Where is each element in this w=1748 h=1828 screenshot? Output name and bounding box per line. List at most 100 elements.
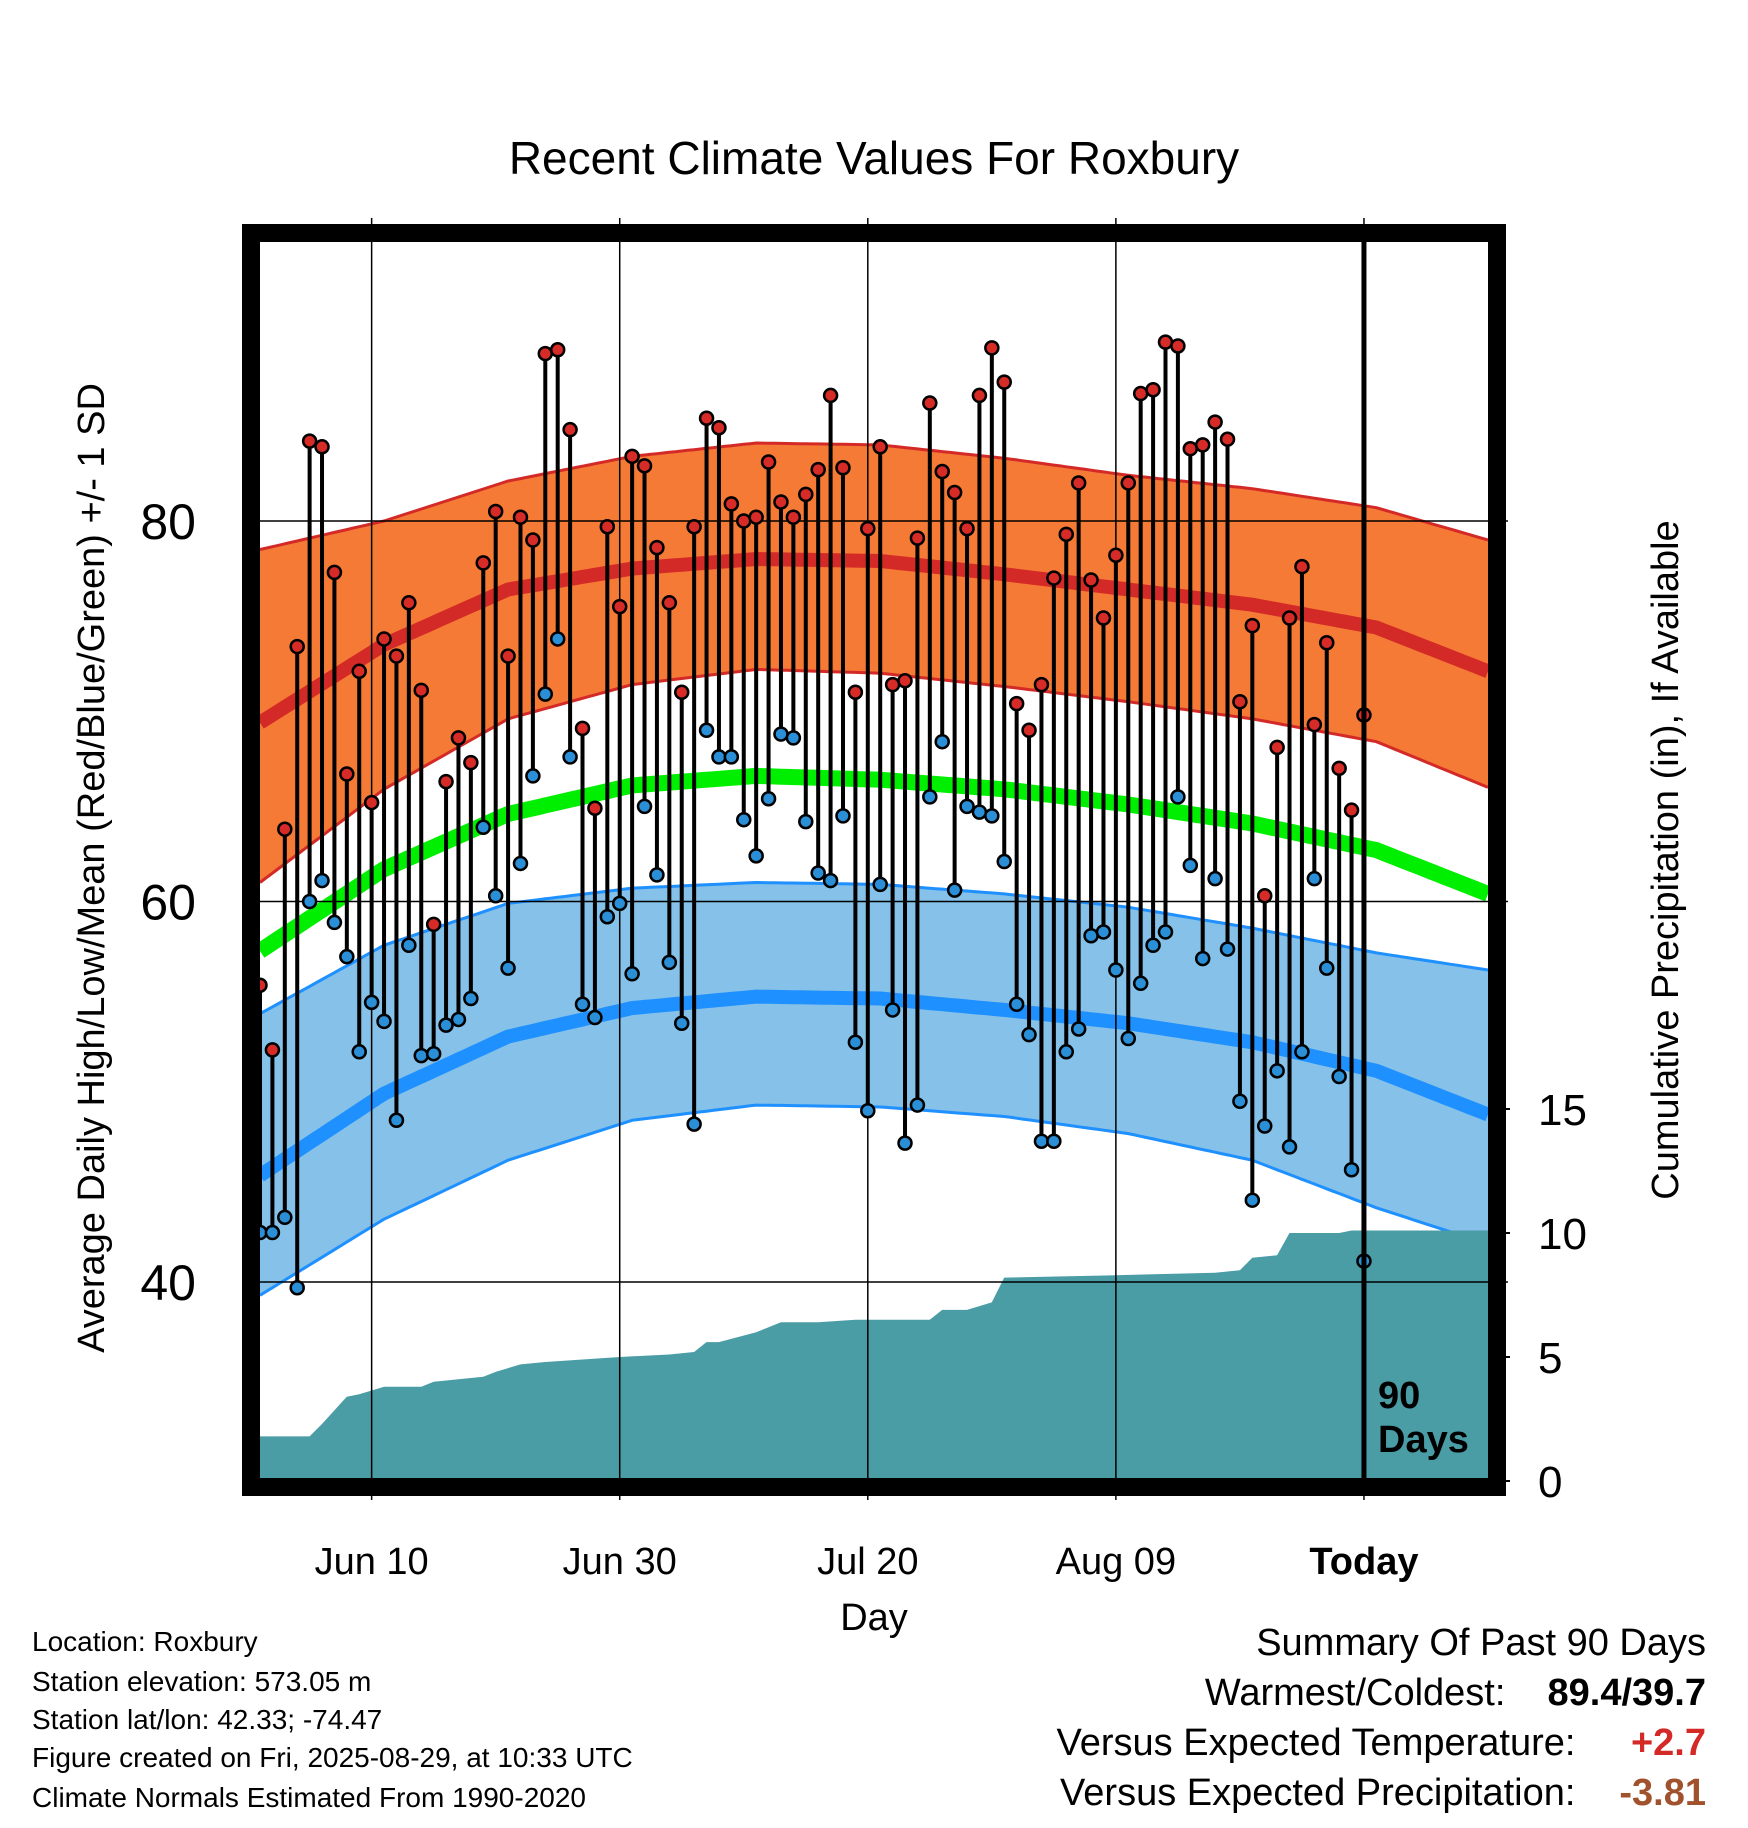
daily-low-point xyxy=(959,798,975,815)
daily-high-point xyxy=(438,773,454,790)
daily-high-point xyxy=(847,684,864,700)
footer-latlon: Station lat/lon: 42.33; -74.47 xyxy=(32,1704,383,1735)
daily-high-point xyxy=(549,342,566,358)
daily-high-point xyxy=(1232,693,1248,710)
daily-high-point xyxy=(1058,526,1075,543)
daily-high-point xyxy=(587,800,603,817)
y2-tick-label: 5 xyxy=(1538,1334,1562,1383)
daily-high-point xyxy=(339,766,355,782)
daily-low-point xyxy=(872,876,888,893)
daily-low-point xyxy=(860,1103,876,1119)
daily-high-point xyxy=(748,509,764,525)
daily-high-point xyxy=(1244,617,1261,634)
daily-high-point xyxy=(289,638,305,655)
daily-high-point xyxy=(500,648,516,664)
daily-low-point xyxy=(847,1034,864,1051)
x-tick-label: Jul 20 xyxy=(817,1541,918,1583)
daily-high-point xyxy=(1281,610,1298,626)
daily-high-point xyxy=(1182,440,1199,457)
daily-low-point xyxy=(388,1112,405,1129)
daily-low-point xyxy=(1070,1021,1087,1037)
daily-high-point xyxy=(487,503,504,520)
daily-high-point xyxy=(723,496,740,512)
daily-low-point xyxy=(264,1224,281,1241)
high-sd-lower-edge xyxy=(259,667,1489,884)
daily-high-point xyxy=(1194,437,1211,453)
daily-high-point xyxy=(649,539,665,556)
high-sd-band xyxy=(260,443,1488,883)
normal-bands xyxy=(255,441,1491,1297)
daily-low-point xyxy=(339,948,355,965)
daily-high-point xyxy=(1046,570,1062,586)
daily-low-point xyxy=(835,808,851,824)
daily-high-point xyxy=(835,459,851,476)
daily-low-point xyxy=(723,749,740,765)
daily-high-point xyxy=(562,421,578,438)
low-normal-line xyxy=(256,989,1491,1182)
daily-high-point xyxy=(1157,334,1174,350)
y2-tick-label: 10 xyxy=(1538,1210,1587,1259)
daily-low-point xyxy=(1269,1063,1285,1079)
daily-high-point xyxy=(376,631,392,647)
daily-low-point xyxy=(996,853,1012,870)
daily-high-point xyxy=(897,673,913,689)
daily-high-point xyxy=(425,916,442,933)
summary-warmest-coldest: Warmest/Coldest: 89.4/39.7 xyxy=(1205,1672,1706,1715)
y-tick-label: 60 xyxy=(140,875,196,931)
daily-high-point xyxy=(277,821,293,837)
daily-high-point xyxy=(1021,722,1037,739)
daily-high-point xyxy=(1120,475,1137,491)
daily-low-point xyxy=(512,855,529,872)
daily-low-point xyxy=(1194,950,1211,967)
daily-low-point xyxy=(785,730,802,746)
daily-low-point xyxy=(1157,924,1174,940)
daily-low-point xyxy=(314,872,330,889)
daily-high-point xyxy=(822,387,839,404)
y2-axis-label: Cumulative Precipitation (in), If Availa… xyxy=(1645,520,1687,1199)
daily-low-point xyxy=(636,798,653,815)
window-label-days: Days xyxy=(1378,1419,1469,1461)
daily-high-point xyxy=(264,1042,281,1058)
y2-tick-label: 15 xyxy=(1538,1086,1587,1135)
daily-high-point xyxy=(1343,802,1360,818)
daily-low-point xyxy=(1083,927,1099,944)
daily-low-point xyxy=(301,893,318,910)
daily-high-point xyxy=(1033,676,1050,693)
y-tick-label: 80 xyxy=(140,494,196,550)
chart-title: Recent Climate Values For Roxbury xyxy=(509,132,1239,184)
daily-low-point xyxy=(1170,789,1186,805)
daily-low-point xyxy=(773,726,789,742)
low-sd-band xyxy=(260,882,1488,1296)
daily-high-point xyxy=(984,340,1000,356)
daily-low-point xyxy=(525,768,541,784)
daily-high-point xyxy=(1331,760,1347,777)
daily-low-point xyxy=(599,908,616,925)
daily-high-point xyxy=(1070,475,1087,491)
daily-low-point xyxy=(425,1045,442,1062)
x-tick-label: Today xyxy=(1309,1541,1418,1583)
summary-warmest-coldest-value: 89.4/39.7 xyxy=(1547,1672,1706,1714)
daily-low-point xyxy=(1343,1162,1360,1178)
mean-normal-line xyxy=(255,767,1491,958)
plot-frame xyxy=(242,224,1506,1496)
daily-low-point xyxy=(1058,1044,1075,1060)
daily-high-point xyxy=(611,598,628,615)
daily-low-point xyxy=(810,865,826,881)
footer-elevation: Station elevation: 573.05 m xyxy=(32,1666,372,1697)
daily-low-point xyxy=(277,1209,293,1226)
daily-low-point xyxy=(401,937,417,954)
daily-low-point xyxy=(537,686,554,702)
plot-border xyxy=(242,224,1506,1496)
x-tick-label: Jun 30 xyxy=(563,1541,677,1583)
summary-temp-label: Versus Expected Temperature: xyxy=(1056,1722,1576,1764)
footer-created: Figure created on Fri, 2025-08-29, at 10… xyxy=(32,1742,633,1773)
daily-high-point xyxy=(1083,572,1099,588)
daily-high-point xyxy=(798,486,814,503)
daily-high-point xyxy=(673,684,690,700)
daily-low-point xyxy=(711,749,727,765)
daily-high-point xyxy=(785,509,802,525)
daily-high-point xyxy=(326,564,343,581)
daily-high-point xyxy=(971,387,988,404)
daily-high-point xyxy=(1170,338,1186,354)
